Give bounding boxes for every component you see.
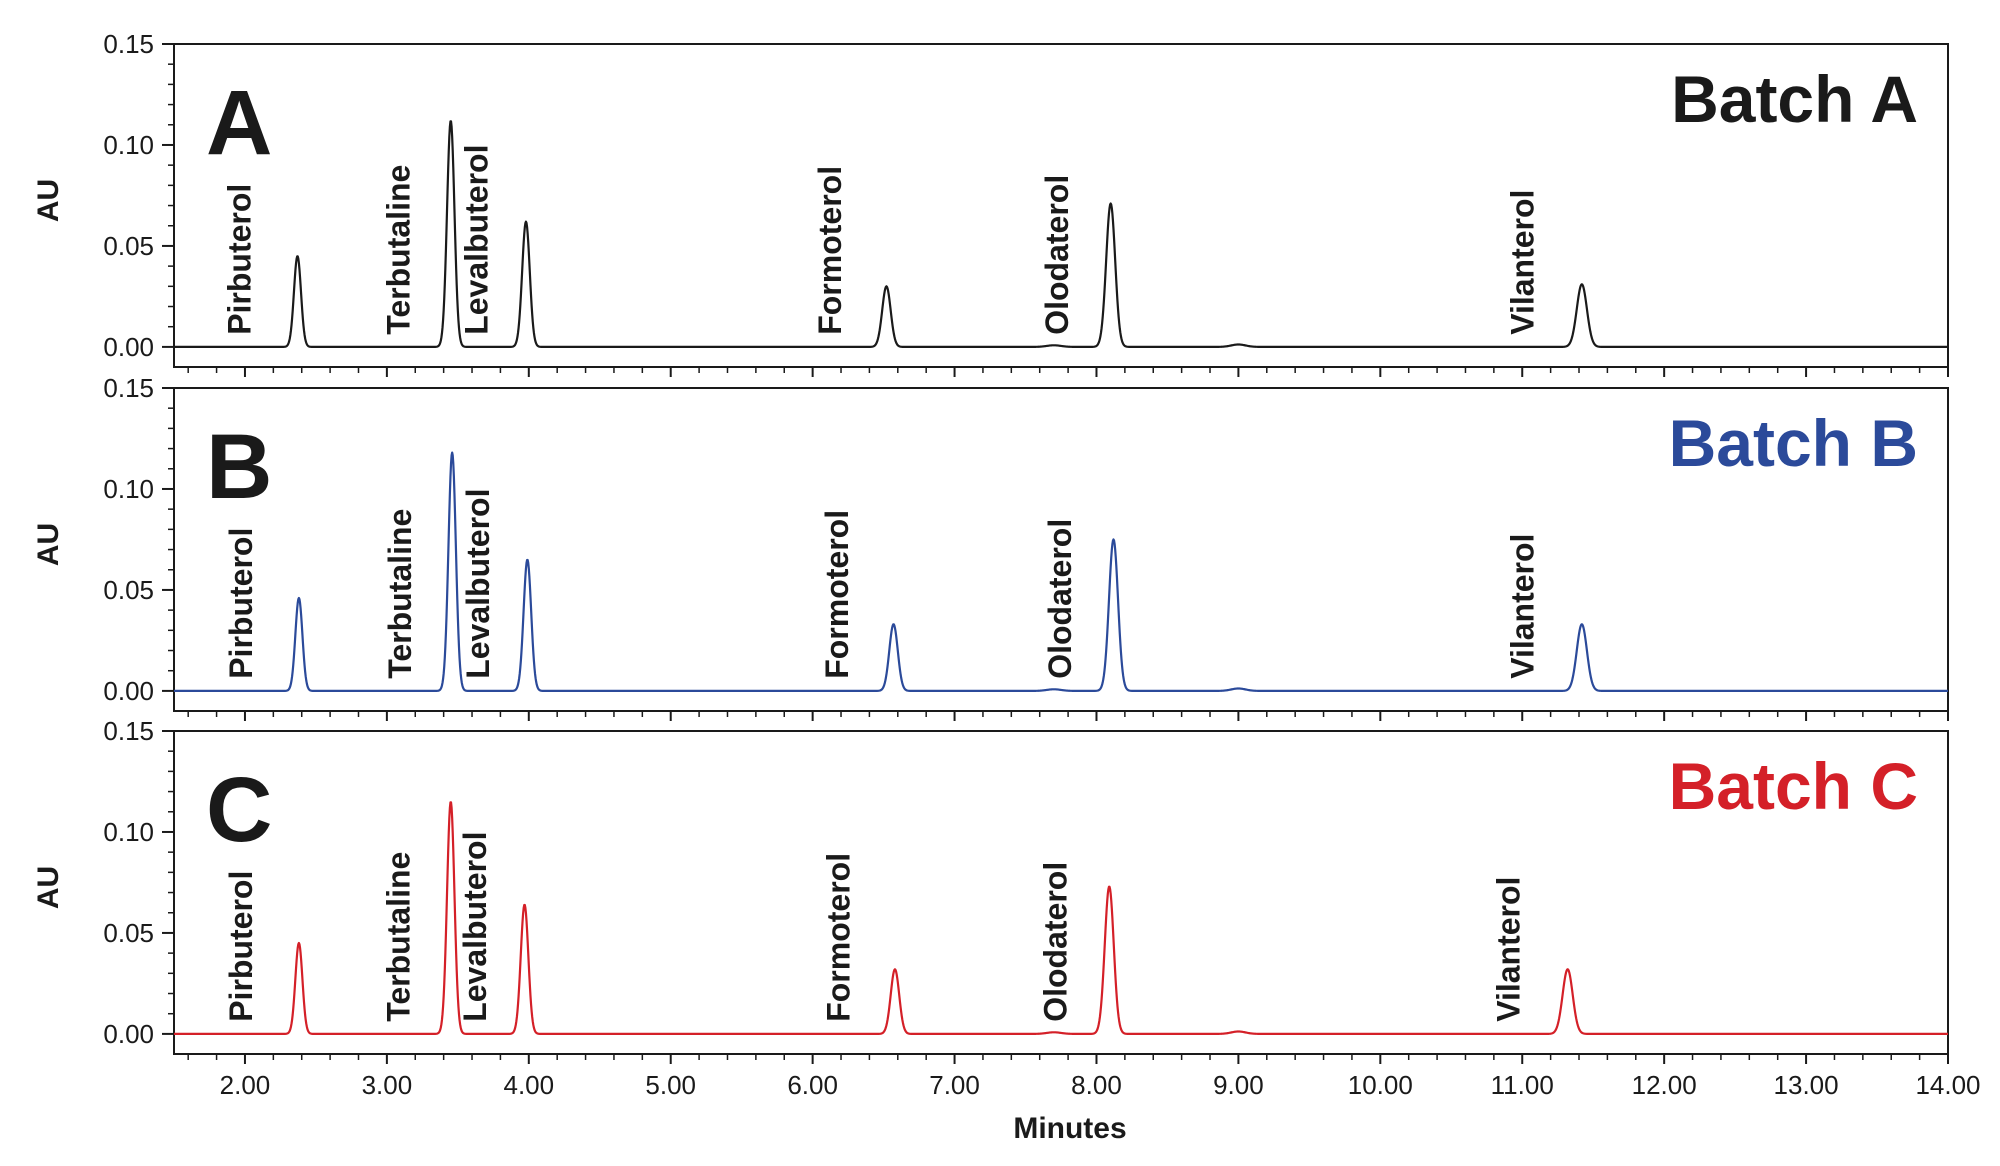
y-tick-label: 0.10 bbox=[103, 130, 154, 160]
peak-label: Olodaterol bbox=[1042, 519, 1078, 679]
x-tick-label: 3.00 bbox=[362, 1070, 413, 1100]
y-axis-title: AU bbox=[32, 179, 65, 222]
y-tick-label: 0.05 bbox=[103, 231, 154, 261]
peak-label: Olodaterol bbox=[1038, 862, 1074, 1022]
batch-label: Batch B bbox=[1669, 406, 1918, 480]
y-axis-title: AU bbox=[32, 523, 65, 566]
panel-letter: A bbox=[206, 72, 272, 174]
x-tick-label: 8.00 bbox=[1071, 1070, 1122, 1100]
peak-label: Levalbuterol bbox=[459, 145, 495, 335]
x-tick-label: 14.00 bbox=[1915, 1070, 1980, 1100]
batch-label: Batch A bbox=[1671, 62, 1918, 136]
peak-label: Formoterol bbox=[812, 166, 848, 335]
y-tick-label: 0.15 bbox=[103, 373, 154, 403]
panel-letter: B bbox=[206, 416, 272, 518]
x-tick-label: 2.00 bbox=[220, 1070, 271, 1100]
x-tick-label: 6.00 bbox=[787, 1070, 838, 1100]
peak-label: Vilanterol bbox=[1490, 877, 1526, 1022]
series-line-b bbox=[173, 451, 1949, 692]
peak-label: Pirbuterol bbox=[223, 871, 259, 1022]
y-tick-label: 0.10 bbox=[103, 474, 154, 504]
y-tick-label: 0.00 bbox=[103, 1019, 154, 1049]
peak-label: Levalbuterol bbox=[457, 832, 493, 1022]
x-tick-label: 12.00 bbox=[1632, 1070, 1697, 1100]
x-tick-label: 10.00 bbox=[1348, 1070, 1413, 1100]
peak-label: Levalbuterol bbox=[460, 489, 496, 679]
x-tick-label: 11.00 bbox=[1491, 1070, 1554, 1100]
y-tick-label: 0.05 bbox=[103, 918, 154, 948]
y-tick-label: 0.15 bbox=[103, 716, 154, 746]
x-tick-label: 4.00 bbox=[503, 1070, 554, 1100]
peak-label: Vilanterol bbox=[1505, 190, 1541, 335]
y-tick-label: 0.00 bbox=[103, 332, 154, 362]
peak-label: Terbutaline bbox=[382, 509, 418, 679]
peak-label: Vilanterol bbox=[1505, 534, 1541, 679]
peak-label: Formoterol bbox=[821, 853, 857, 1022]
peak-label: Pirbuterol bbox=[222, 184, 258, 335]
x-tick-label: 7.00 bbox=[929, 1070, 980, 1100]
peak-label: Olodaterol bbox=[1039, 175, 1075, 335]
peak-label: Terbutaline bbox=[381, 165, 417, 335]
peak-label: Formoterol bbox=[819, 510, 855, 679]
batch-label: Batch C bbox=[1669, 749, 1918, 823]
x-tick-label: 13.00 bbox=[1774, 1070, 1839, 1100]
y-tick-label: 0.05 bbox=[103, 575, 154, 605]
series-line-c bbox=[173, 801, 1949, 1035]
y-axis-title: AU bbox=[32, 866, 65, 909]
series-line-a bbox=[173, 120, 1949, 348]
y-tick-label: 0.10 bbox=[103, 817, 154, 847]
x-axis-title: Minutes bbox=[1013, 1112, 1126, 1145]
peak-label: Terbutaline bbox=[381, 852, 417, 1022]
peak-label: Pirbuterol bbox=[223, 528, 259, 679]
y-tick-label: 0.00 bbox=[103, 676, 154, 706]
y-tick-label: 0.15 bbox=[103, 29, 154, 59]
panel-letter: C bbox=[206, 759, 272, 861]
x-tick-label: 9.00 bbox=[1213, 1070, 1264, 1100]
x-tick-label: 5.00 bbox=[645, 1070, 696, 1100]
